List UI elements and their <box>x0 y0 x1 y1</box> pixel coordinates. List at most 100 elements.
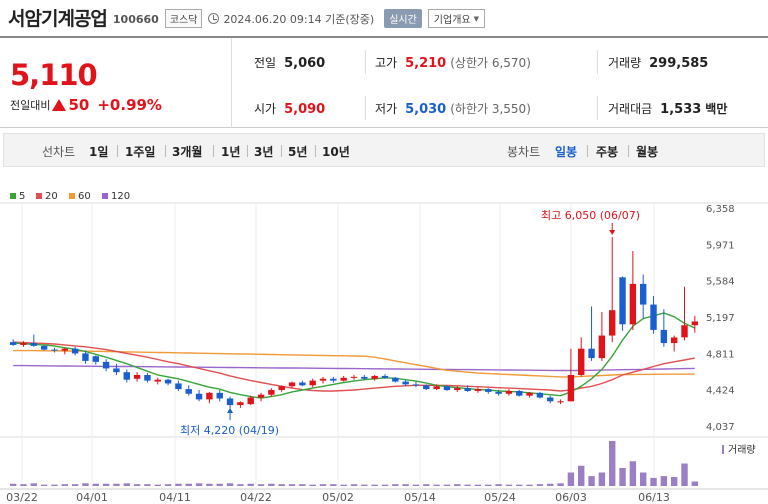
amount-label: 거래대금 <box>608 102 653 116</box>
divider <box>597 96 598 120</box>
realtime-button[interactable]: 실시간 <box>384 9 422 28</box>
candle-body <box>144 374 151 381</box>
separator <box>628 145 629 157</box>
price-change: 전일대비 50 +0.99% <box>10 96 162 114</box>
y-tick-label: 5,584 <box>706 277 735 288</box>
period-3y[interactable]: 3년 <box>254 145 274 159</box>
volume-bar <box>154 484 161 486</box>
current-price: 5,110 <box>10 58 98 92</box>
x-tick-label: 03/22 <box>6 491 38 504</box>
volume-bar <box>9 483 17 486</box>
candles <box>9 236 699 409</box>
legend-swatch-ma5 <box>10 193 16 199</box>
candle-body <box>102 361 110 369</box>
period-10y[interactable]: 10년 <box>322 145 350 159</box>
x-tick-label: 04/01 <box>76 491 108 504</box>
volume-bar <box>588 476 595 486</box>
candle-body <box>299 382 306 386</box>
x-tick-label: 06/13 <box>638 491 670 504</box>
open-cell: 시가 5,090 <box>254 100 325 117</box>
volume-label: 거래량 <box>608 56 642 70</box>
volume-bar <box>113 483 120 486</box>
prev-close-value: 5,060 <box>284 56 326 71</box>
candle-body <box>51 349 58 351</box>
separator <box>165 145 166 157</box>
candle-body <box>557 401 564 403</box>
period-1w[interactable]: 1주일 <box>125 145 156 159</box>
stock-name: 서암기계공업 <box>8 7 108 30</box>
candle-body <box>237 402 244 406</box>
volume-cell: 거래량 299,585 <box>608 54 708 71</box>
volume-bar <box>185 483 192 486</box>
high-label: 고가 <box>375 56 398 70</box>
volume-bar <box>505 484 513 486</box>
candle-body <box>402 381 409 385</box>
period-1d[interactable]: 1일 <box>89 145 109 159</box>
volume-bar <box>660 476 668 486</box>
volume-bar <box>133 484 141 486</box>
candle-body <box>319 378 327 381</box>
period-1y[interactable]: 1년 <box>221 145 241 159</box>
change-value: 50 <box>68 96 90 114</box>
candle-body <box>154 379 161 382</box>
period-5y[interactable]: 5년 <box>288 145 308 159</box>
legend-swatch-ma60 <box>69 193 75 199</box>
candle-body <box>9 342 17 345</box>
legend-label-ma120: 120 <box>111 191 130 202</box>
max-arrow-head <box>609 230 616 235</box>
volume-bar <box>350 484 358 486</box>
separator <box>117 145 118 157</box>
volume-bar <box>319 484 327 486</box>
chevron-down-icon: ▼ <box>473 14 479 23</box>
volume-bar <box>392 484 399 486</box>
candle-body <box>505 390 513 394</box>
price-chart: 5 20 60 120 최고 6,050 (06/07) 최저 4,220 (04/1… <box>0 186 768 504</box>
volume-bar <box>82 483 89 486</box>
candle-body <box>20 343 27 345</box>
candle-body <box>526 392 533 396</box>
low-label: 저가 <box>375 102 398 116</box>
period-3m[interactable]: 3개월 <box>172 145 203 159</box>
lower-limit: (하한가 3,550) <box>450 102 531 116</box>
high-value: 5,210 <box>405 56 447 71</box>
company-overview-dropdown[interactable]: 기업개요 ▼ <box>427 9 485 28</box>
period-monthly[interactable]: 월봉 <box>636 145 659 159</box>
period-weekly[interactable]: 주봉 <box>596 145 619 159</box>
x-tick-label: 04/11 <box>159 491 191 504</box>
volume-bar <box>123 483 130 486</box>
volume-bar <box>578 465 585 486</box>
ma20-line <box>13 341 695 392</box>
candle-body <box>474 389 482 391</box>
chart-grid <box>0 202 768 490</box>
company-overview-label: 기업개요 <box>433 15 471 26</box>
volume-bar <box>629 461 637 486</box>
high-cell: 고가 5,210 (상한가 6,570) <box>375 54 531 71</box>
volume-legend-swatch <box>722 445 724 454</box>
volume-bar <box>102 483 110 486</box>
y-tick-label: 6,358 <box>706 204 735 215</box>
amount-value: 1,533 <box>660 102 702 117</box>
volume-bar <box>619 468 626 486</box>
candle-body <box>226 398 234 406</box>
min-arrow-head <box>227 408 234 413</box>
volume-bar <box>288 484 296 486</box>
separator <box>315 145 316 157</box>
volume-bar <box>247 483 254 486</box>
divider <box>365 50 366 74</box>
candle-body <box>330 378 337 381</box>
chart-legend: 5 20 60 120 <box>10 191 130 202</box>
volume-value: 299,585 <box>649 56 709 71</box>
period-daily[interactable]: 일봉 <box>555 145 578 159</box>
candle-body <box>392 377 399 382</box>
volume-bar <box>144 484 151 486</box>
candle-body <box>381 375 389 378</box>
volume-bar <box>639 472 647 486</box>
volume-legend-label: 거래량 <box>728 444 756 456</box>
prev-close-cell: 전일 5,060 <box>254 54 325 71</box>
y-tick-label: 4,037 <box>706 422 735 433</box>
volume-bar <box>61 484 69 486</box>
volume-bar <box>526 484 533 486</box>
volume-bar <box>51 484 58 486</box>
volume-bar <box>454 484 461 486</box>
low-cell: 저가 5,030 (하한가 3,550) <box>375 100 531 117</box>
